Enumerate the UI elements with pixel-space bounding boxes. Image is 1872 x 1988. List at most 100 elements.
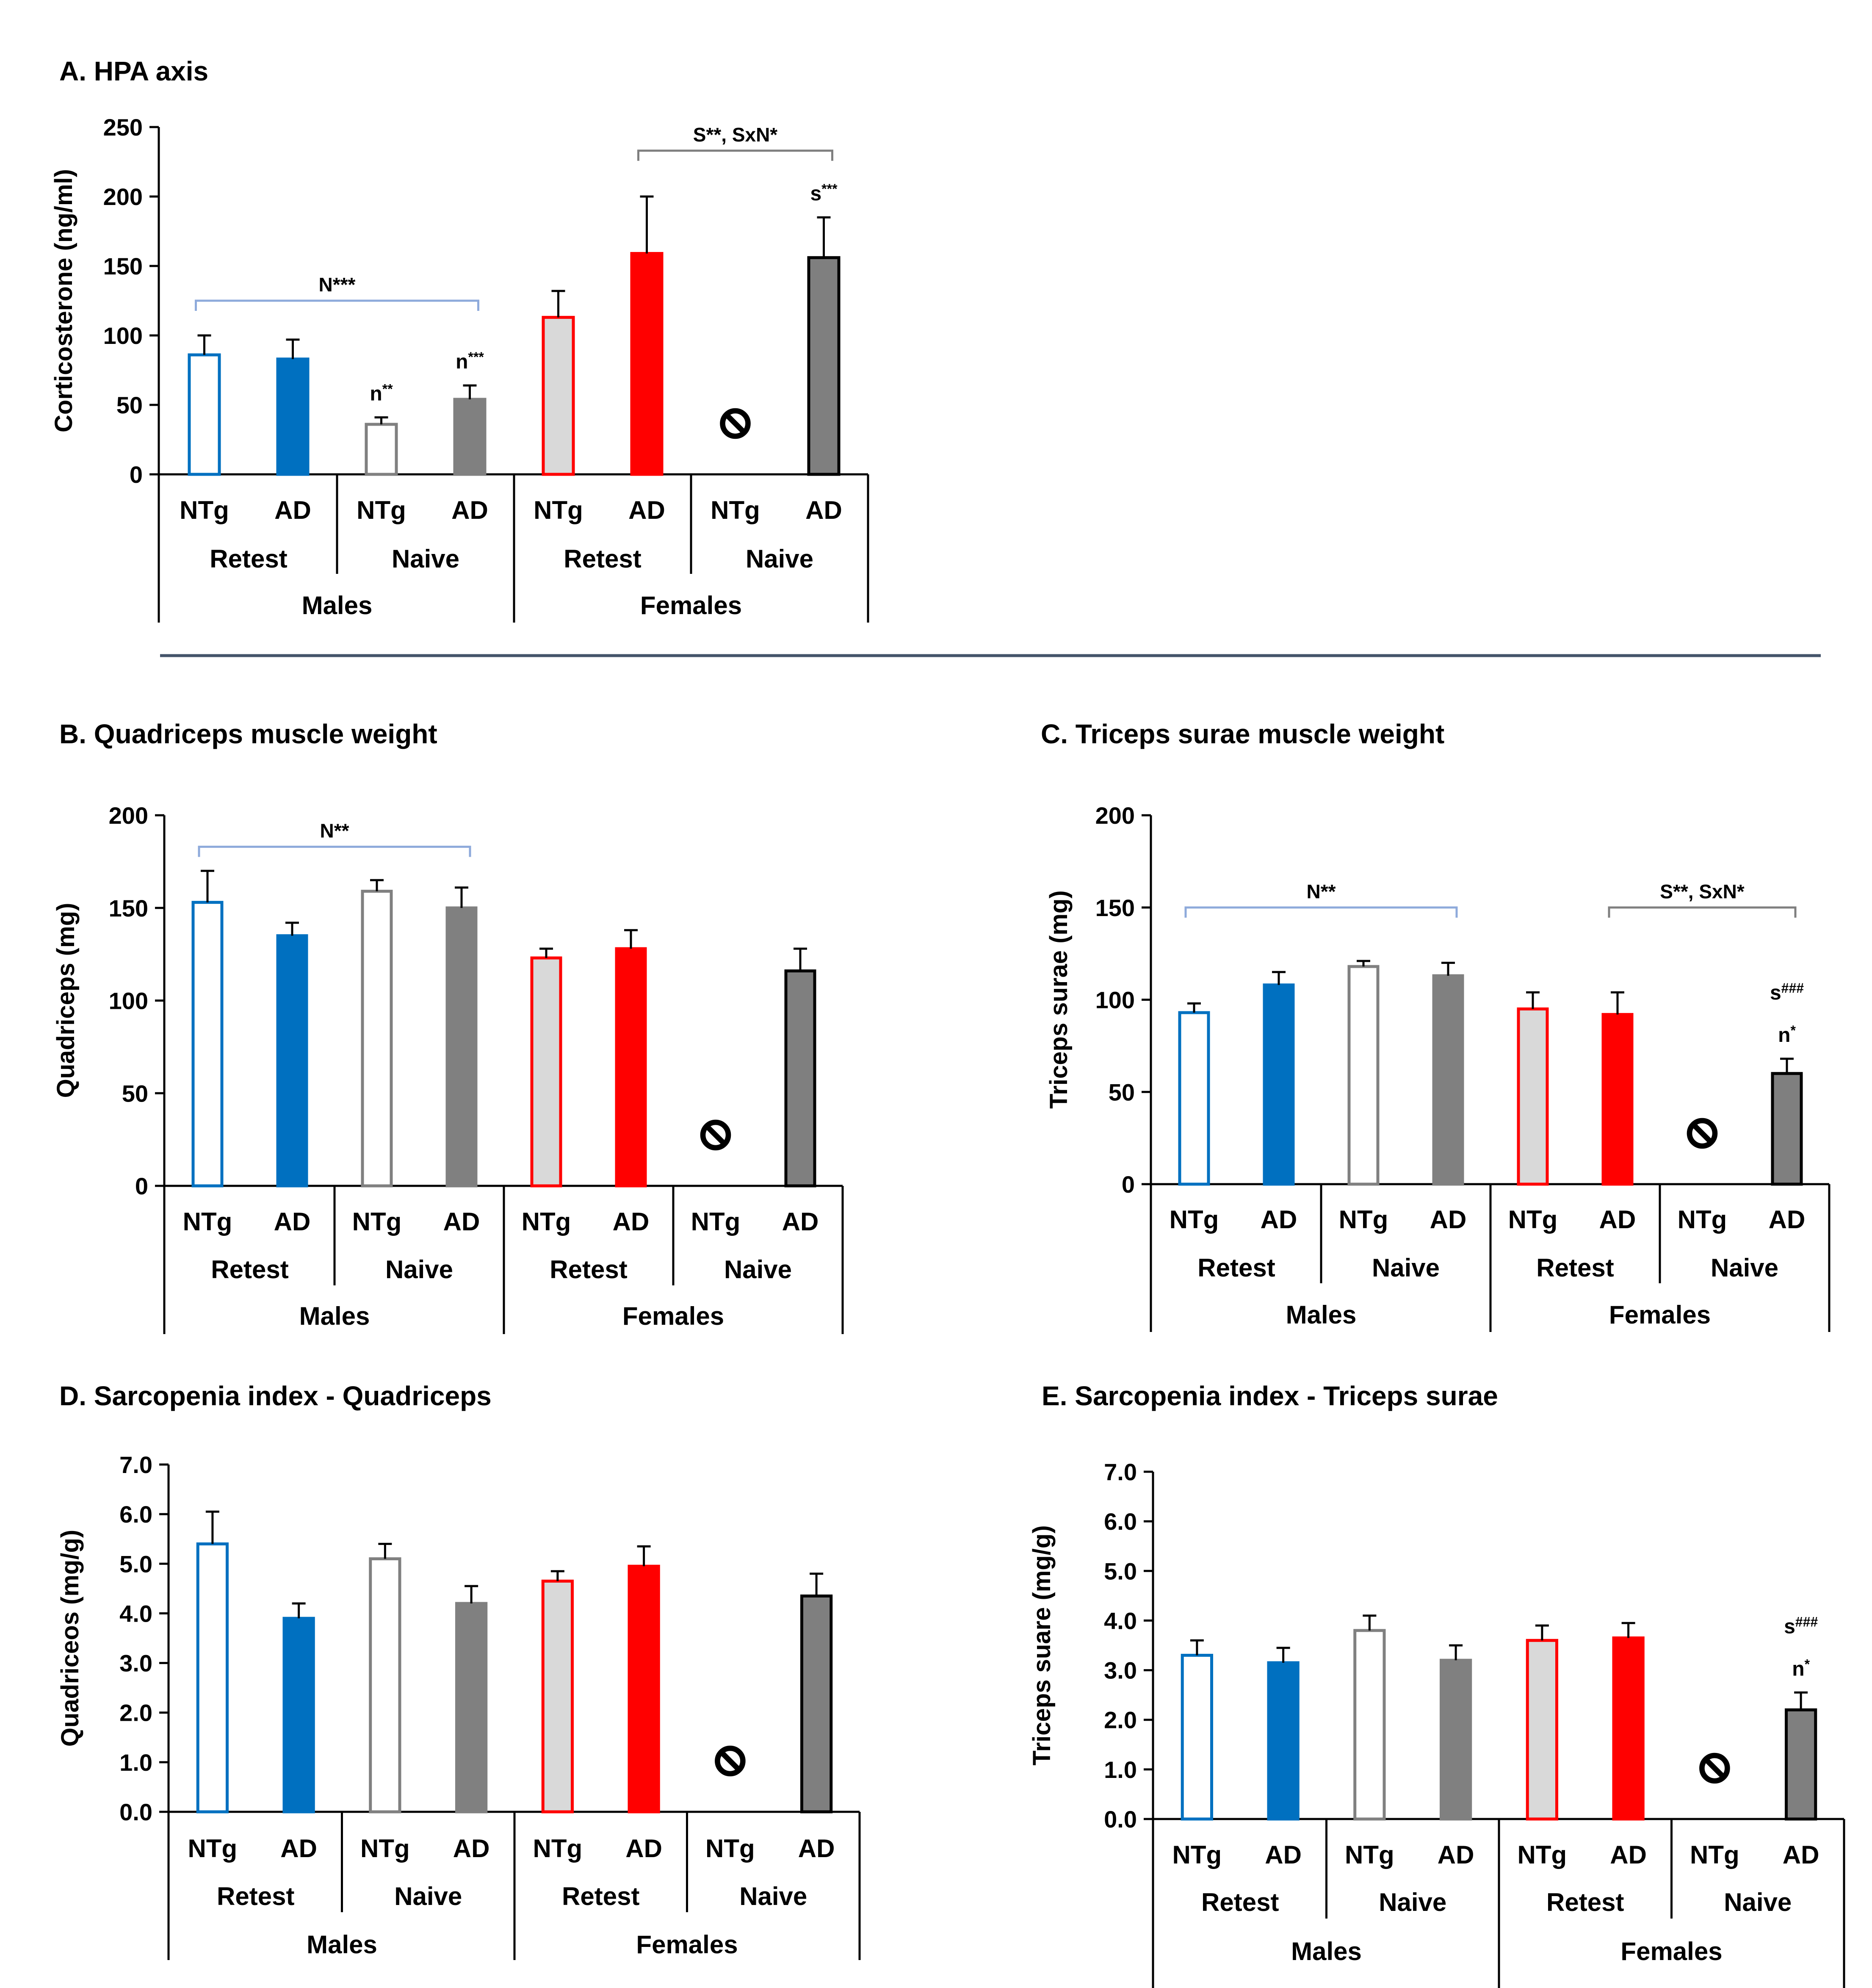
error-bar (624, 929, 638, 949)
error-bar (794, 947, 807, 971)
error-bar (1449, 1644, 1463, 1661)
bar-ad (1267, 1661, 1300, 1821)
error-bar (286, 338, 300, 359)
sex-label: Females (640, 591, 742, 620)
bar-ad (1263, 983, 1295, 1186)
error-bar (1794, 1691, 1808, 1710)
category-label: NTg (188, 1834, 238, 1863)
y-tick-label: 4.0 (119, 1600, 152, 1627)
bar-ntg (1526, 1639, 1559, 1821)
category-label: AD (625, 1834, 662, 1863)
y-axis-label: Corticosterone (ng/ml) (50, 169, 77, 432)
error-bar (1611, 991, 1624, 1015)
bar-ad (1432, 974, 1464, 1186)
error-bar (1441, 961, 1455, 976)
category-label: AD (798, 1834, 835, 1863)
group-label: Naive (1379, 1888, 1446, 1916)
group-label: Retest (562, 1882, 639, 1910)
sex-label: Males (299, 1302, 370, 1330)
error-bar (551, 290, 565, 318)
error-bar (378, 1542, 392, 1559)
category-label: AD (782, 1207, 819, 1236)
category-label: AD (1610, 1841, 1647, 1869)
category-label: NTg (180, 496, 229, 524)
group-label: Retest (1201, 1888, 1279, 1916)
panel-title: B. Quadriceps muscle weight (59, 719, 437, 749)
significance-label: n* (1778, 1023, 1796, 1047)
group-label: Naive (724, 1255, 792, 1284)
category-label: NTg (691, 1207, 741, 1236)
y-tick-label: 200 (109, 802, 148, 829)
category-label: AD (443, 1207, 480, 1236)
sex-label: Females (636, 1930, 738, 1959)
y-tick-label: 5.0 (1104, 1558, 1137, 1584)
category-label: AD (274, 1207, 311, 1236)
bar-ad (807, 256, 841, 476)
bar-ntg (1353, 1629, 1386, 1821)
y-tick-label: 5.0 (119, 1551, 152, 1577)
bar-ad (628, 1564, 660, 1814)
group-label: Naive (385, 1255, 453, 1284)
category-label: NTg (1170, 1205, 1219, 1234)
prohibited-icon (720, 408, 751, 439)
category-label: AD (451, 496, 488, 524)
bar-ad (455, 1602, 488, 1814)
group-label: Retest (564, 545, 641, 573)
bar-ntg (365, 423, 398, 476)
error-bar (1526, 991, 1540, 1009)
prohibited-icon (1687, 1118, 1718, 1149)
y-tick-label: 1.0 (119, 1749, 152, 1776)
category-label: AD (628, 496, 665, 524)
category-label: NTg (1690, 1841, 1739, 1869)
panel-e: E. Sarcopenia index - Triceps surae Trice… (1028, 1381, 1845, 1988)
bar-ad (1784, 1708, 1817, 1821)
y-tick-label: 50 (116, 392, 143, 418)
bar-ntg (530, 956, 562, 1188)
y-tick-label: 200 (103, 183, 143, 210)
category-label: NTg (534, 496, 583, 524)
y-tick-label: 50 (1109, 1079, 1135, 1105)
category-label: NTg (1345, 1841, 1394, 1869)
group-label: Retest (1197, 1254, 1275, 1282)
group-label: Naive (746, 545, 813, 573)
bar-ad (1612, 1636, 1645, 1821)
y-tick-label: 150 (103, 253, 143, 280)
group-label: Naive (1711, 1254, 1778, 1282)
panel-title: C. Triceps surae muscle weight (1041, 719, 1444, 749)
bar-ad (1771, 1072, 1803, 1186)
error-bar (463, 384, 477, 399)
y-tick-label: 6.0 (1104, 1508, 1137, 1535)
error-bar (197, 334, 211, 355)
y-tick-label: 7.0 (119, 1451, 152, 1478)
y-tick-label: 100 (1095, 987, 1135, 1013)
y-tick-label: 100 (103, 322, 143, 349)
category-label: NTg (533, 1834, 583, 1863)
category-label: AD (1599, 1205, 1636, 1234)
group-label: Naive (739, 1882, 807, 1910)
error-bar (1272, 971, 1286, 985)
significance-bracket (1184, 906, 1458, 918)
bar-ad (800, 1594, 833, 1814)
category-label: NTg (1172, 1841, 1222, 1869)
y-tick-label: 150 (109, 895, 148, 922)
bar-ntg (191, 901, 224, 1188)
bar-ntg (1178, 1011, 1210, 1186)
error-bar (285, 922, 299, 936)
y-tick-label: 0.0 (1104, 1806, 1137, 1833)
error-bar (1187, 1002, 1201, 1013)
category-label: NTg (522, 1207, 571, 1236)
significance-label: n* (1792, 1656, 1810, 1680)
group-label: Naive (394, 1882, 462, 1910)
significance-label: n*** (456, 349, 484, 373)
y-axis-label: Quadriceos (mg/g) (56, 1530, 84, 1747)
sex-label: Males (307, 1930, 377, 1959)
sex-label: Females (1609, 1301, 1711, 1329)
bar-ntg (541, 1579, 574, 1814)
category-label: AD (805, 496, 842, 524)
category-label: AD (613, 1207, 650, 1236)
bar-ntg (361, 889, 393, 1188)
y-tick-label: 6.0 (119, 1501, 152, 1528)
category-label: NTg (183, 1207, 232, 1236)
panel-title: A. HPA axis (59, 56, 208, 86)
group-label: Retest (210, 545, 287, 573)
